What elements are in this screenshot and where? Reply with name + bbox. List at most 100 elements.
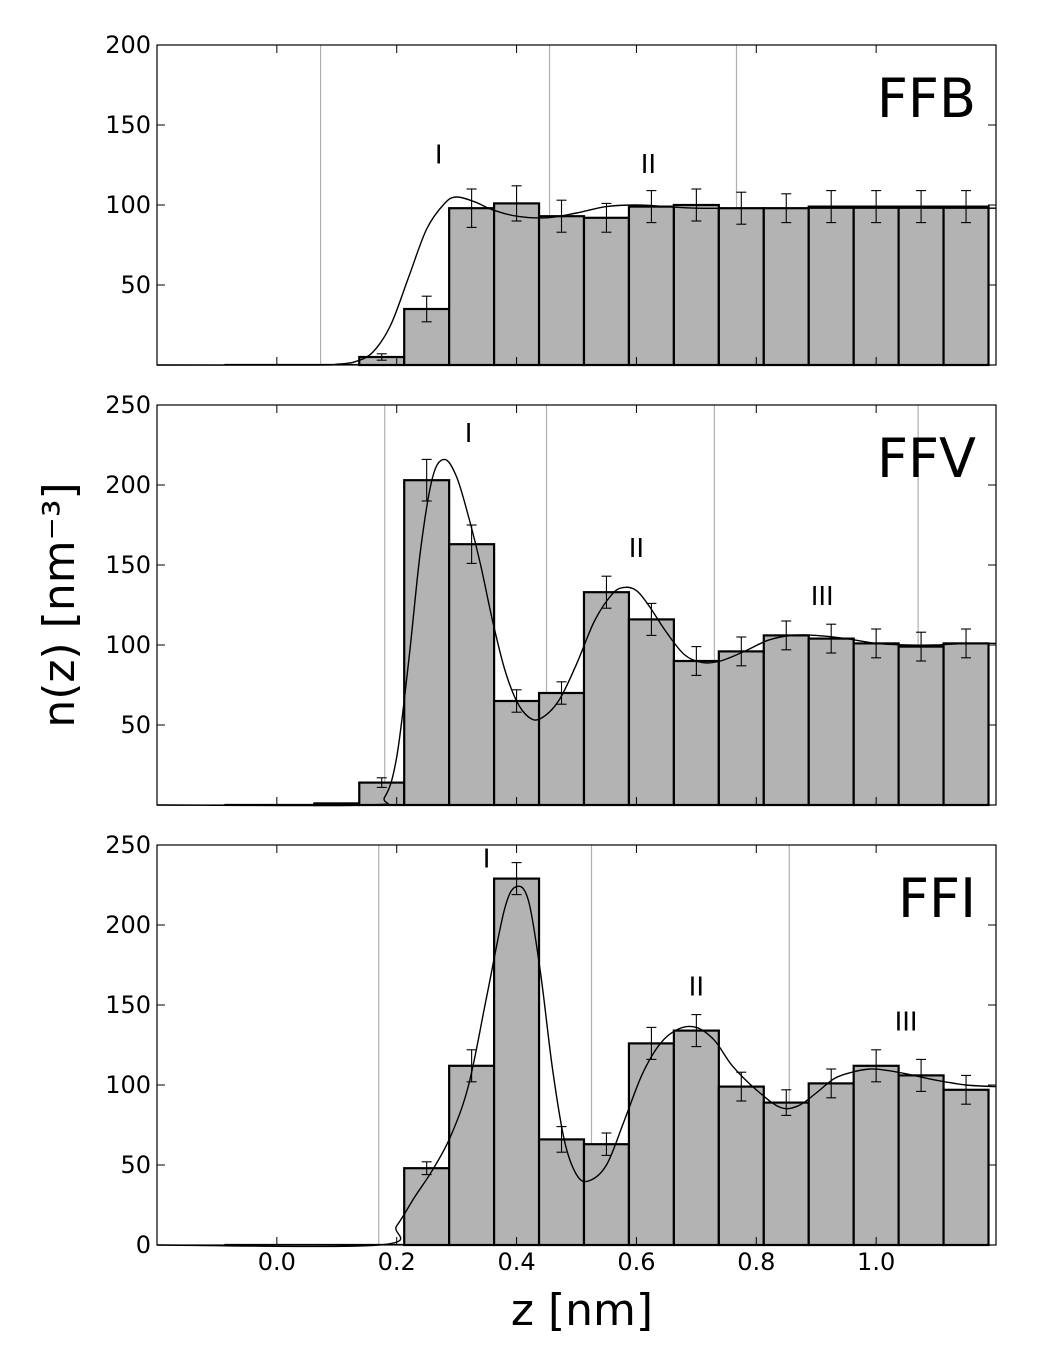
peak-label: I [435,140,443,170]
error-bar [826,1068,837,1099]
error-bar [826,623,837,654]
histogram-bar [852,642,900,807]
peak-label: II [689,972,704,1002]
error-bar [601,202,612,233]
histogram-bar [942,1088,990,1247]
histogram-bar [627,1042,675,1247]
y-axis-title: n(z) [nm⁻³] [34,482,85,727]
error-bar [421,458,432,502]
error-bar [961,190,972,224]
error-bar [646,1026,657,1060]
y-tick-label: 200 [105,31,151,59]
error-bar [511,185,522,222]
error-bar [466,1049,477,1083]
x-axis-title: z [nm] [511,1285,653,1336]
fitted-density-curve [156,458,997,807]
peak-label: I [465,419,473,449]
peak-label: II [629,534,644,564]
error-bar [646,190,657,224]
histogram-bar [942,205,990,367]
error-bar [466,188,477,228]
histogram-bar [582,216,631,367]
y-tick-label: 250 [105,391,151,419]
histogram-bar [492,699,541,807]
error-bar [556,681,567,705]
peak-label: III [811,582,834,612]
x-tick-label: 1.0 [857,1248,895,1276]
y-tick-label: 150 [105,991,151,1019]
histogram-bar [492,202,541,367]
histogram-bar [762,207,810,367]
histogram-bar [852,1064,900,1247]
histogram-bar [897,205,945,367]
plot-frame [156,844,997,1246]
histogram-bar [897,1074,945,1247]
y-tick-label: 250 [105,831,151,859]
histogram-bar [717,650,765,807]
error-bar [691,188,702,222]
histogram-bar [582,1143,631,1247]
y-tick-label: 150 [105,111,151,139]
y-tick-label: 50 [120,1151,151,1179]
error-bar [961,1074,972,1105]
panel-label: FFB [877,67,976,130]
error-bar [466,524,477,564]
error-bar [511,862,522,896]
error-bar [781,1089,792,1116]
fitted-density-curve [156,885,997,1248]
histogram-bar [807,205,855,367]
error-bar [421,295,432,323]
x-tick-label: 0.4 [497,1248,535,1276]
histogram-bar [807,1082,855,1247]
error-bar [826,190,837,224]
x-tick-label: 0.6 [617,1248,655,1276]
histogram-bar [537,1138,586,1247]
histogram-bar [582,591,631,807]
histogram-bar [852,205,900,367]
error-bar [691,1014,702,1048]
y-tick-label: 150 [105,551,151,579]
x-tick-label: 0.2 [378,1248,416,1276]
y-tick-label: 50 [120,711,151,739]
histogram-bar [448,543,496,807]
y-tick-label: 100 [105,631,151,659]
histogram-bar [448,207,496,367]
x-tick-label: 0.0 [258,1248,296,1276]
histogram-bar [717,1085,765,1247]
panel-label: FFV [877,427,976,490]
fitted-density-curve [156,196,996,366]
error-bar [916,190,927,224]
histogram-bar [492,877,541,1247]
error-bar [871,1049,882,1083]
histogram-bar [537,215,586,367]
y-tick-label: 100 [105,1071,151,1099]
x-axis-ticks: 0.0 0.2 0.4 0.6 0.8 1.0 [258,1248,895,1276]
histogram-bar [672,1029,720,1247]
y-tick-label: 50 [120,271,151,299]
error-bar [871,190,882,224]
y-tick-label: 0 [136,1231,151,1259]
error-bar [736,636,747,667]
y-tick-label: 100 [105,191,151,219]
error-bar [916,631,927,662]
error-bar [781,620,792,651]
histogram-bar [537,691,586,807]
histogram-bar [762,1101,810,1247]
peak-label: I [483,844,491,874]
histogram-bar [627,618,675,807]
histogram-bar [807,637,855,807]
histogram-bar [672,203,720,367]
plot-frame [156,404,997,806]
histogram-bar [897,645,945,807]
histogram-bar [448,1064,496,1247]
error-bar [601,575,612,609]
histogram-bar [717,207,765,367]
panel-label: FFI [898,867,976,930]
peak-label: III [895,1008,918,1038]
error-bar [601,1132,612,1156]
histogram-bar [762,634,810,807]
histogram-bar [672,659,720,807]
